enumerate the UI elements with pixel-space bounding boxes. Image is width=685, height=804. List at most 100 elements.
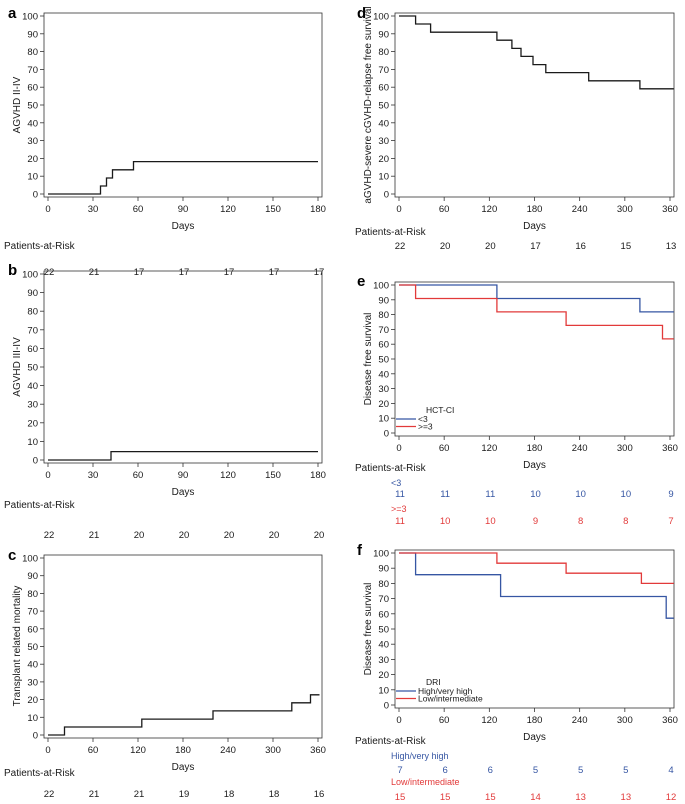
x-axis-label: Days	[172, 221, 195, 232]
y-tick-label: 90	[378, 564, 389, 575]
y-tick-label: 70	[378, 594, 389, 605]
panel-d: d 0 10 20 30 40 50 60 70 80 90 100 0 60 120 180 240 300 36…	[355, 5, 678, 252]
risk-count: 9	[533, 516, 538, 527]
x-tick-label: 90	[178, 204, 189, 215]
y-tick-label: 60	[27, 624, 38, 635]
risk-count: 18	[269, 789, 280, 800]
x-tick-label: 60	[439, 443, 450, 454]
y-tick-label: 50	[378, 355, 389, 366]
risk-count: 16	[575, 241, 586, 252]
x-tick-label: 120	[481, 443, 497, 454]
y-tick-label: 40	[27, 118, 38, 129]
y-tick-label: 10	[27, 713, 38, 724]
risk-count: 10	[530, 489, 541, 500]
y-tick-label: 80	[27, 589, 38, 600]
x-tick-label: 240	[572, 443, 588, 454]
risk-table-title: Patients-at-Risk	[355, 736, 427, 747]
legend-entry: <3	[418, 414, 428, 424]
risk-table-title: Patients-at-Risk	[4, 241, 76, 252]
risk-count: 21	[89, 789, 100, 800]
risk-table-title: Patients-at-Risk	[4, 768, 76, 779]
risk-count: 15	[395, 792, 406, 803]
y-tick-label: 40	[378, 640, 389, 651]
x-tick-label: 60	[439, 715, 450, 726]
x-tick-label: 360	[662, 715, 678, 726]
x-tick-label: 60	[439, 204, 450, 215]
risk-count: 20	[485, 241, 496, 252]
plot-frame	[43, 12, 323, 198]
panel-f: f 0 10 20 30 40 50 60 70 80 90 100 0 60 120 180 240 300 36…	[355, 542, 678, 803]
y-tick-label: 100	[22, 270, 38, 281]
x-tick-label: 300	[617, 443, 633, 454]
y-tick-label: 20	[27, 418, 38, 429]
x-axis-label: Days	[523, 732, 546, 743]
x-tick-label: 120	[481, 715, 497, 726]
y-tick-label: 100	[22, 554, 38, 565]
y-tick-label: 90	[27, 288, 38, 299]
x-tick-label: 180	[527, 204, 543, 215]
risk-count: 5	[623, 765, 628, 776]
risk-table-title: Patients-at-Risk	[4, 500, 76, 511]
risk-count: 14	[530, 792, 541, 803]
y-tick-label: 50	[378, 101, 389, 112]
x-tick-label: 60	[133, 470, 144, 481]
y-tick-label: 90	[27, 29, 38, 40]
y-tick-label: 0	[384, 190, 389, 201]
y-tick-label: 60	[27, 344, 38, 355]
risk-count: 20	[314, 530, 325, 541]
legend-entry: Low/intermediate	[418, 694, 483, 704]
x-axis-label: Days	[523, 460, 546, 471]
y-tick-label: 80	[27, 307, 38, 318]
y-tick-label: 70	[27, 65, 38, 76]
x-tick-label: 30	[88, 204, 99, 215]
series-line-0	[48, 694, 320, 736]
risk-count: 6	[443, 765, 448, 776]
y-tick-label: 30	[27, 136, 38, 147]
y-tick-label: 0	[384, 429, 389, 440]
x-tick-label: 360	[662, 443, 678, 454]
risk-count: 17	[314, 267, 325, 278]
risk-count: 16	[314, 789, 325, 800]
risk-count: 6	[488, 765, 493, 776]
x-tick-label: 180	[527, 715, 543, 726]
risk-count: 17	[530, 241, 541, 252]
y-tick-label: 30	[27, 400, 38, 411]
risk-count: 10	[440, 516, 451, 527]
y-tick-label: 0	[33, 456, 38, 467]
y-tick-label: 80	[378, 47, 389, 58]
risk-count: 13	[621, 792, 632, 803]
risk-count: 18	[224, 789, 235, 800]
risk-count: 20	[440, 241, 451, 252]
risk-count: 22	[44, 789, 55, 800]
risk-table-title: Patients-at-Risk	[355, 463, 427, 474]
y-tick-label: 40	[378, 118, 389, 129]
risk-count: 15	[621, 241, 632, 252]
series-line-0	[48, 160, 318, 195]
y-axis-label: Transplant related mortality	[12, 586, 23, 707]
y-tick-label: 20	[27, 695, 38, 706]
risk-count: 20	[134, 530, 145, 541]
y-axis-label: aGVHD-severe cGVHD-relapse free survival	[363, 6, 374, 203]
y-tick-label: 0	[33, 190, 38, 201]
y-tick-label: 90	[378, 29, 389, 40]
risk-count: 22	[395, 241, 406, 252]
y-tick-label: 10	[27, 172, 38, 183]
y-tick-label: 90	[378, 295, 389, 306]
risk-count: 4	[668, 765, 673, 776]
risk-count: 17	[179, 267, 190, 278]
x-axis-label: Days	[523, 221, 546, 232]
y-tick-label: 50	[27, 363, 38, 374]
x-tick-label: 120	[220, 470, 236, 481]
y-tick-label: 70	[27, 325, 38, 336]
risk-count: 12	[666, 792, 677, 803]
series-line-0	[399, 552, 674, 619]
series-line-0	[399, 15, 674, 90]
series-line-1	[399, 284, 674, 340]
risk-count: 21	[134, 789, 145, 800]
y-tick-label: 50	[27, 101, 38, 112]
y-tick-label: 40	[27, 381, 38, 392]
y-tick-label: 70	[378, 65, 389, 76]
x-tick-label: 240	[572, 204, 588, 215]
x-tick-label: 180	[310, 204, 326, 215]
